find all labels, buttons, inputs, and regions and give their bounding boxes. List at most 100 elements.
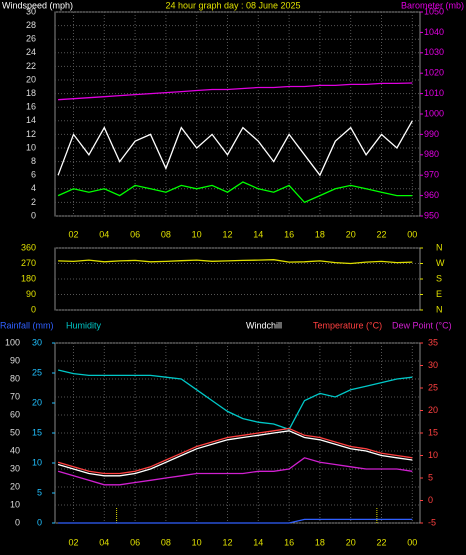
x-tick-label: 22 [376,229,386,239]
y2-tick-label: 1030 [424,47,444,57]
y2-tick-label: S [436,273,442,283]
y2-tick-label: W [436,258,445,268]
y-tick-label: 180 [21,273,36,283]
x-tick-label: 20 [346,537,356,547]
y-tick-label: 26 [26,34,36,44]
series-line [58,518,413,524]
x-tick-label: 06 [130,229,140,239]
series-line [57,120,413,177]
y-tick-label: 70 [10,391,20,401]
y-tick-label: 8 [31,156,36,166]
y-tick-label: 14 [26,115,36,125]
x-tick-label: 18 [315,229,325,239]
y-tick-label: 100 [5,337,20,347]
x-tick-label: 02 [68,229,78,239]
series-line [57,430,413,477]
legend-entry: Dew Point (°C) [392,320,452,330]
x-tick-label: 00 [407,537,417,547]
y2-tick-label: 1040 [424,27,444,37]
x-tick-label: 08 [161,229,171,239]
y2-tick-label: 15 [428,427,438,437]
y2-tick-label: 30 [428,360,438,370]
series-line [57,369,413,431]
y-tick-label: 6 [31,170,36,180]
y2-tick-label: 960 [424,190,439,200]
y-tick-label: 360 [21,242,36,252]
x-tick-label: 10 [192,537,202,547]
y3-tick-label: 10 [32,457,42,467]
x-tick-label: 20 [346,229,356,239]
y2-tick-label: 980 [424,149,439,159]
y-tick-label: 60 [10,409,20,419]
legend-entry: Humidity [66,320,102,330]
legend-entry: Windchill [246,320,282,330]
y-tick-label: 40 [10,445,20,455]
x-tick-label: 08 [161,537,171,547]
wind-axis-label: Windspeed (mph) [2,0,73,10]
y-tick-label: 270 [21,258,36,268]
y-tick-label: 24 [26,47,36,57]
y2-tick-label: N [436,304,443,314]
y-tick-label: 80 [10,373,20,383]
y2-tick-label: 1000 [424,108,444,118]
y-tick-label: 10 [10,499,20,509]
y-tick-label: 22 [26,61,36,71]
series-line [57,457,413,486]
y-tick-label: 20 [26,74,36,84]
y-tick-label: 16 [26,102,36,112]
y-tick-label: 4 [31,183,36,193]
y2-tick-label: 1050 [424,6,444,16]
baro-axis-label: Barometer (mb) [401,0,464,10]
y2-tick-label: 25 [428,382,438,392]
y2-tick-label: 970 [424,170,439,180]
series-line [57,181,413,204]
x-tick-label: 16 [284,229,294,239]
y-tick-label: 30 [26,6,36,16]
x-tick-label: 14 [253,537,263,547]
y-tick-label: 10 [26,142,36,152]
x-tick-label: 12 [222,537,232,547]
y3-tick-label: 30 [32,337,42,347]
x-tick-label: 18 [315,537,325,547]
x-tick-label: 06 [130,537,140,547]
legend-entry: Temperature (°C) [313,320,382,330]
y-tick-label: 18 [26,88,36,98]
series-line [57,427,413,475]
series-line [58,259,413,265]
y-tick-label: 0 [31,210,36,220]
y3-tick-label: 25 [32,367,42,377]
y-tick-label: 0 [31,304,36,314]
x-tick-label: 04 [99,537,109,547]
y2-tick-label: 35 [428,337,438,347]
x-tick-label: 04 [99,229,109,239]
y3-tick-label: 20 [32,397,42,407]
chart-title: 24 hour graph day : 08 June 2025 [165,0,300,10]
y2-tick-label: -5 [428,517,436,527]
y2-tick-label: 5 [428,472,433,482]
legend-entry: Rainfall (mm) [0,320,54,330]
y-tick-label: 0 [15,517,20,527]
y2-tick-label: E [436,289,442,299]
series-line [58,82,413,101]
y3-tick-label: 5 [37,487,42,497]
x-tick-label: 14 [253,229,263,239]
y-tick-label: 12 [26,129,36,139]
y-tick-label: 2 [31,197,36,207]
y2-tick-label: 950 [424,210,439,220]
y3-tick-label: 15 [32,427,42,437]
x-tick-label: 16 [284,537,294,547]
x-tick-label: 02 [68,537,78,547]
y2-tick-label: 1010 [424,88,444,98]
x-tick-label: 00 [407,229,417,239]
y2-tick-label: 1020 [424,68,444,78]
x-tick-label: 12 [222,229,232,239]
y2-tick-label: 10 [428,450,438,460]
y2-tick-label: 20 [428,405,438,415]
y-tick-label: 50 [10,427,20,437]
y-tick-label: 90 [26,289,36,299]
y2-tick-label: 990 [424,129,439,139]
y-tick-label: 90 [10,355,20,365]
y-tick-label: 28 [26,20,36,30]
